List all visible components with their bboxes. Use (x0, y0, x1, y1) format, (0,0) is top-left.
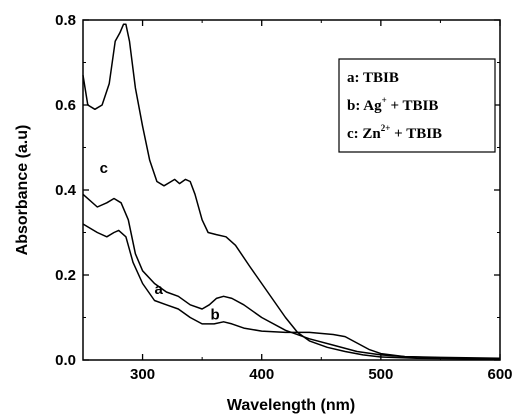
series-lines (82, 23, 501, 360)
x-tick-label: 600 (487, 366, 512, 383)
x-tick-label: 500 (368, 366, 393, 383)
axis-ticks (82, 19, 501, 361)
x-axis-label: Wavelength (nm) (227, 397, 355, 414)
tick-labels: 300 400 500 600 0.0 0.2 0.4 0.6 0.8 (55, 12, 512, 383)
legend-entry-a: a: TBIB (347, 70, 399, 86)
series-label-b: b (210, 307, 219, 324)
x-tick-label: 400 (249, 366, 274, 383)
y-tick-label: 0.8 (55, 12, 76, 29)
legend-box (338, 58, 496, 153)
y-axis-label: Absorbance (a.u) (14, 125, 31, 256)
y-tick-label: 0.2 (55, 267, 76, 284)
series-labels: a b c (100, 160, 220, 324)
legend-entry-b: b: Ag+ + TBIB (347, 95, 438, 114)
series-line-c (82, 23, 501, 360)
y-tick-label: 0.4 (55, 182, 77, 199)
y-tick-label: 0.6 (55, 97, 76, 114)
y-tick-label: 0.0 (55, 352, 76, 369)
legend: a: TBIB b: Ag+ + TBIB c: Zn2+ + TBIB (338, 58, 496, 153)
legend-entry-c: c: Zn2+ + TBIB (347, 123, 442, 142)
series-label-a: a (154, 281, 163, 298)
series-label-c: c (100, 160, 108, 177)
series-line-a (82, 193, 501, 360)
series-line-b (82, 223, 501, 360)
x-tick-label: 300 (130, 366, 155, 383)
